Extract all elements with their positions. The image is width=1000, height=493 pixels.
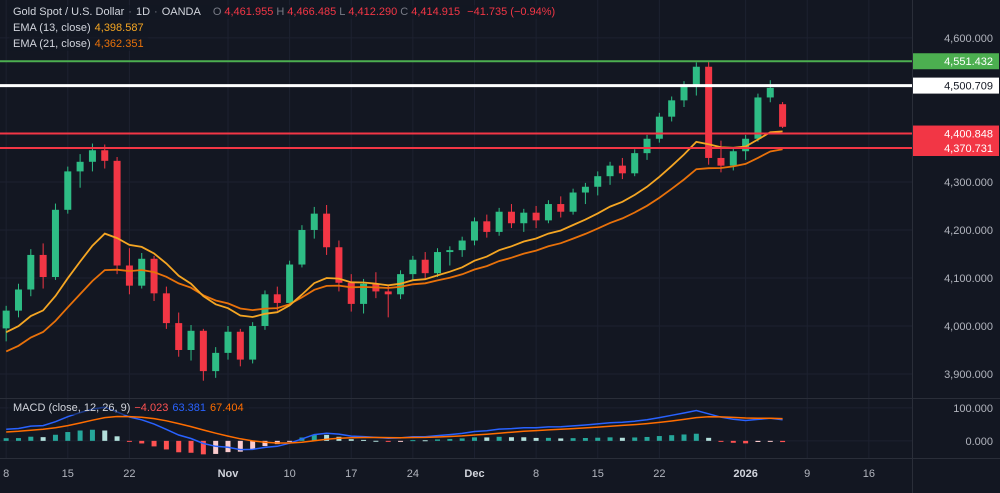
ema13-value: 4,398.587 (94, 22, 144, 34)
svg-text:9: 9 (804, 468, 810, 480)
svg-text:8: 8 (3, 468, 9, 480)
separator-dot: · (128, 6, 132, 18)
candles (2, 60, 787, 381)
price-level-badge: 4,400.848 (913, 125, 999, 142)
ema13-line (5, 130, 783, 334)
svg-text:8: 8 (533, 468, 539, 480)
svg-text:Nov: Nov (218, 468, 240, 480)
close-label: C (400, 6, 409, 18)
svg-text:2026: 2026 (733, 468, 757, 480)
svg-text:0.000: 0.000 (965, 436, 993, 448)
svg-text:4,600.000: 4,600.000 (944, 33, 993, 45)
time-axis[interactable]: 8 15 22 Nov 10 17 24 Dec 8 15 22 2026 9 16 (3, 468, 875, 480)
macd-hist-value: −4.023 (134, 402, 169, 414)
low-label: L (339, 6, 346, 18)
svg-text:4,000.000: 4,000.000 (944, 321, 993, 333)
low-value: 4,412.290 (348, 6, 398, 18)
exchange-label: OANDA (161, 6, 201, 18)
separator-dot: · (154, 6, 158, 18)
macd-label: MACD (close, 12, 26, 9) (13, 402, 131, 414)
macd-signal-value: 67.404 (209, 402, 244, 414)
timeframe-label[interactable]: 1D (135, 6, 151, 18)
ema13-label: EMA (13, close) (13, 22, 91, 34)
svg-text:4,300.000: 4,300.000 (944, 177, 993, 189)
chart-legend: Gold Spot / U.S. Dollar · 1D · OANDA O 4… (8, 5, 561, 51)
ema21-legend-row[interactable]: EMA (21, close) 4,362.351 (8, 37, 149, 51)
ohlc-values: O 4,461.955 H 4,466.485 L 4,412.290 C 4,… (213, 6, 555, 18)
svg-text:3,900.000: 3,900.000 (944, 369, 993, 381)
price-level-badge: 4,551.432 (913, 53, 999, 70)
svg-text:4,551.432: 4,551.432 (944, 56, 993, 68)
price-level-badge: 4,370.731 (913, 139, 999, 156)
svg-text:Dec: Dec (464, 468, 484, 480)
svg-text:4,500.709: 4,500.709 (944, 81, 993, 93)
open-label: O (212, 6, 222, 18)
macd-line-value: 63.381 (172, 402, 206, 414)
high-label: H (276, 6, 285, 18)
ema21-value: 4,362.351 (94, 38, 144, 50)
svg-text:15: 15 (592, 468, 604, 480)
svg-text:10: 10 (283, 468, 295, 480)
change-value: −41.735 (−0.94%) (467, 6, 556, 18)
price-level-badge: 4,500.709 (913, 77, 999, 94)
svg-text:100.000: 100.000 (953, 403, 993, 415)
symbol-legend-row[interactable]: Gold Spot / U.S. Dollar · 1D · OANDA O 4… (8, 5, 561, 19)
macd-legend[interactable]: MACD (close, 12, 26, 9) −4.023 63.381 67… (8, 401, 249, 415)
svg-text:4,370.731: 4,370.731 (944, 143, 993, 155)
symbol-title[interactable]: Gold Spot / U.S. Dollar (13, 6, 125, 18)
macd-signal-line (6, 415, 783, 444)
svg-text:4,400.848: 4,400.848 (944, 129, 993, 141)
svg-text:17: 17 (345, 468, 357, 480)
ema21-line (5, 148, 783, 353)
price-level-lines (0, 60, 912, 149)
svg-text:4,200.000: 4,200.000 (944, 225, 993, 237)
close-value: 4,414.915 (411, 6, 461, 18)
svg-text:22: 22 (123, 468, 135, 480)
svg-text:15: 15 (62, 468, 74, 480)
svg-text:22: 22 (653, 468, 665, 480)
open-value: 4,461.955 (224, 6, 274, 18)
high-value: 4,466.485 (287, 6, 337, 18)
svg-text:16: 16 (863, 468, 875, 480)
ema21-label: EMA (21, close) (13, 38, 91, 50)
macd-legend-row[interactable]: MACD (close, 12, 26, 9) −4.023 63.381 67… (8, 401, 249, 415)
svg-text:4,100.000: 4,100.000 (944, 273, 993, 285)
ema13-legend-row[interactable]: EMA (13, close) 4,398.587 (8, 21, 149, 35)
svg-text:24: 24 (407, 468, 419, 480)
price-axis[interactable]: 4,600.000 4,300.000 4,200.000 4,100.000 4,00… (944, 33, 993, 448)
